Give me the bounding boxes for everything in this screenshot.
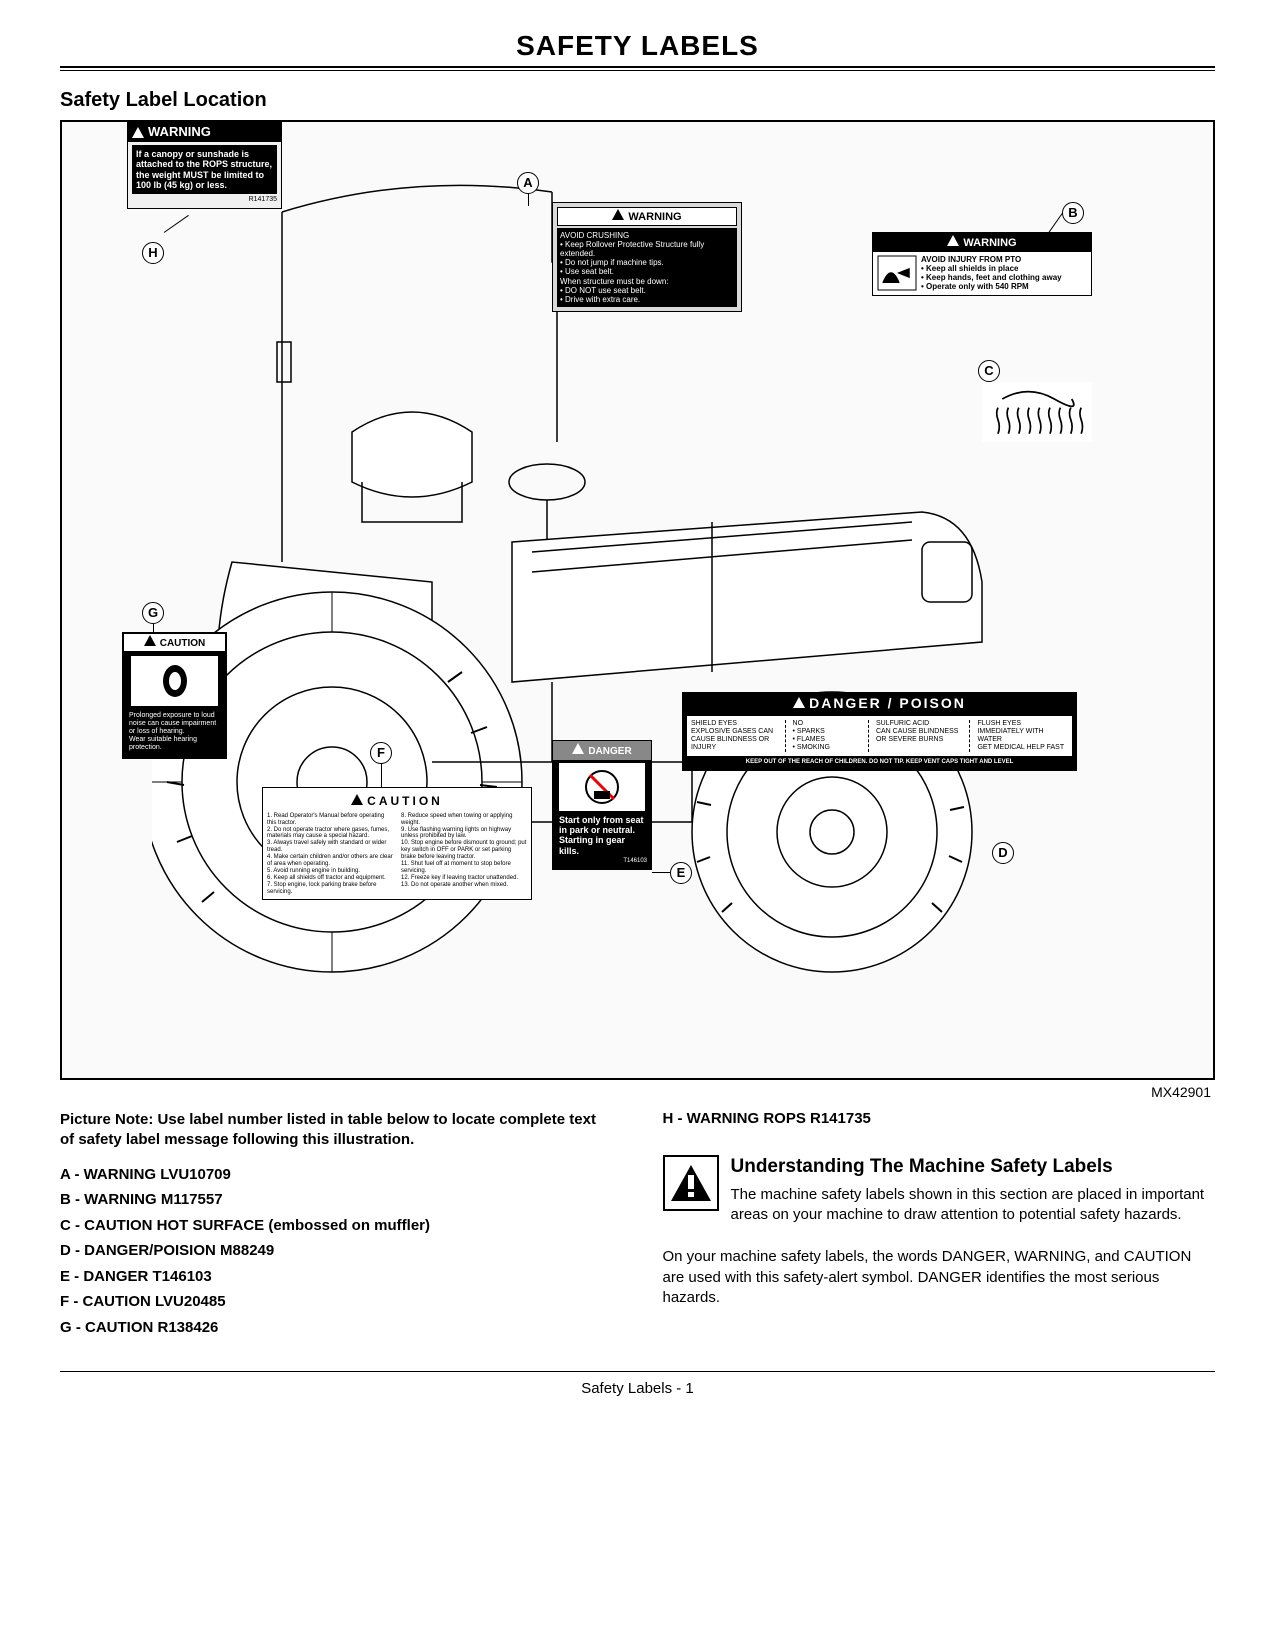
label-b-text: • Keep all shields in place • Keep hands…: [921, 264, 1062, 292]
label-f-caution: CAUTION 1. Read Operator's Manual before…: [262, 787, 532, 900]
callout-e: E: [670, 862, 692, 884]
leader-e: [652, 872, 670, 873]
callout-a: A: [517, 172, 539, 194]
label-e-text: Start only from seat in park or neutral.…: [557, 813, 647, 858]
ear-protection-icon: [158, 661, 192, 701]
label-b-warning: WARNING AVOID INJURY FROM PTO • Keep all…: [872, 232, 1092, 296]
list-item: D - DANGER/POISION M88249: [60, 1241, 613, 1261]
callout-d: D: [992, 842, 1014, 864]
label-g-caution: CAUTION Prolonged exposure to loud noise…: [122, 632, 227, 759]
title-rule: [60, 66, 1215, 71]
label-g-header: CAUTION: [160, 638, 206, 649]
label-list: A - WARNING LVU10709 B - WARNING M117557…: [60, 1165, 613, 1338]
label-h-text: If a canopy or sunshade is attached to t…: [132, 145, 277, 194]
illustration-id: MX42901: [60, 1084, 1215, 1100]
label-a-text: AVOID CRUSHING • Keep Rollover Protectiv…: [557, 228, 737, 308]
label-e-header: DANGER: [588, 746, 631, 757]
page-title: SAFETY LABELS: [60, 30, 1215, 62]
list-item: B - WARNING M117557: [60, 1190, 613, 1210]
label-d-header: DANGER / POISON: [809, 695, 966, 711]
label-d-danger-poison: DANGER / POISON SHIELD EYES EXPLOSIVE GA…: [682, 692, 1077, 771]
label-d-foot: KEEP OUT OF THE REACH OF CHILDREN. DO NO…: [687, 756, 1072, 766]
label-a-header: WARNING: [628, 211, 681, 223]
list-item: A - WARNING LVU10709: [60, 1165, 613, 1185]
page-footer: Safety Labels - 1: [60, 1371, 1215, 1397]
callout-b: B: [1062, 202, 1084, 224]
illustration-box: A B C D E F G H WARNING If a canopy or s…: [60, 120, 1215, 1080]
label-d-right: FLUSH EYES IMMEDIATELY WITH WATER GET ME…: [974, 720, 1068, 752]
leader-a: [528, 194, 529, 206]
label-h-line: H - WARNING ROPS R141735: [663, 1110, 1216, 1127]
list-item: F - CAUTION LVU20485: [60, 1292, 613, 1312]
understanding-p1: The machine safety labels shown in this …: [731, 1185, 1216, 1226]
right-column: H - WARNING ROPS R141735 Understanding T…: [663, 1110, 1216, 1343]
understanding-block: Understanding The Machine Safety Labels …: [663, 1155, 1216, 1237]
understanding-p2: On your machine safety labels, the words…: [663, 1247, 1216, 1308]
list-item: E - DANGER T146103: [60, 1267, 613, 1287]
label-h-part: R141735: [132, 196, 277, 204]
pto-icon: [877, 255, 917, 291]
label-e-danger: DANGER Start only from seat in park or n…: [552, 740, 652, 870]
callout-g: G: [142, 602, 164, 624]
leader-f: [381, 764, 382, 788]
left-column: Picture Note: Use label number listed in…: [60, 1110, 613, 1343]
label-g-text: Prolonged exposure to loud noise can cau…: [127, 710, 222, 754]
label-e-part: T146103: [557, 858, 647, 865]
label-a-warning: WARNING AVOID CRUSHING • Keep Rollover P…: [552, 202, 742, 312]
callout-c: C: [978, 360, 1000, 382]
section-heading: Safety Label Location: [60, 89, 1215, 112]
safety-alert-icon: [663, 1155, 719, 1211]
list-item: G - CAUTION R138426: [60, 1318, 613, 1338]
label-b-subhead: AVOID INJURY FROM PTO: [921, 255, 1062, 264]
label-d-left: SHIELD EYES EXPLOSIVE GASES CAN CAUSE BL…: [691, 720, 786, 752]
label-h-warning: WARNING If a canopy or sunshade is attac…: [127, 122, 282, 209]
label-h-header: WARNING: [148, 125, 211, 140]
bypass-start-icon: [582, 767, 622, 807]
label-d-mid: NO • SPARKS • FLAMES • SMOKING: [790, 720, 869, 752]
list-item: C - CAUTION HOT SURFACE (embossed on muf…: [60, 1216, 613, 1236]
label-b-header: WARNING: [963, 237, 1016, 249]
callout-h: H: [142, 242, 164, 264]
label-d-mid2: SULFURIC ACID CAN CAUSE BLINDNESS OR SEV…: [873, 720, 971, 752]
label-f-text: 1. Read Operator's Manual before operati…: [267, 813, 527, 896]
callout-f: F: [370, 742, 392, 764]
understanding-heading: Understanding The Machine Safety Labels: [731, 1155, 1216, 1179]
label-c-hot-surface: [982, 382, 1092, 442]
content-columns: Picture Note: Use label number listed in…: [60, 1110, 1215, 1343]
label-f-header: CAUTION: [367, 794, 443, 808]
picture-note: Picture Note: Use label number listed in…: [60, 1110, 613, 1151]
